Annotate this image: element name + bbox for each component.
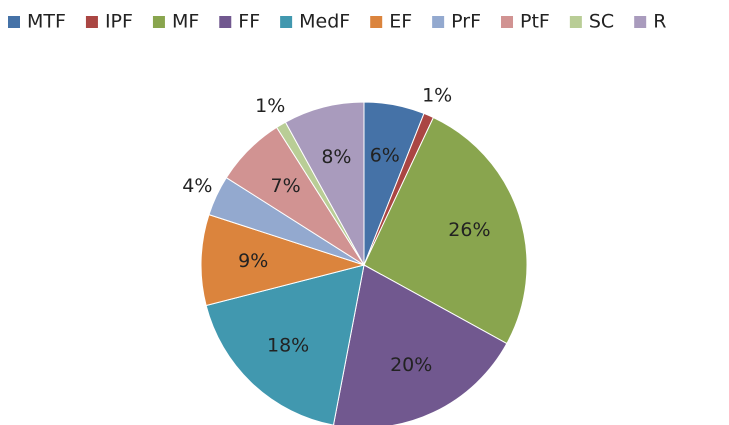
legend-swatch (634, 16, 647, 28)
legend-swatch (152, 16, 165, 28)
legend-label: PrF (451, 11, 481, 33)
data-label: 18% (267, 334, 309, 356)
legend-label: MF (172, 11, 199, 33)
data-label: 20% (390, 354, 432, 376)
pie-slice (284, 101, 365, 266)
data-label: 1% (422, 84, 452, 106)
legend-swatch (8, 16, 20, 28)
pie-slice (200, 213, 366, 307)
legend-swatch (569, 16, 582, 28)
data-label: 26% (448, 219, 490, 241)
data-label: 8% (321, 146, 351, 168)
legend-swatch (280, 16, 293, 28)
legend-swatch (219, 16, 232, 28)
data-label: 6% (370, 145, 400, 167)
legend-label: SC (589, 11, 614, 33)
legend-label: MedF (299, 11, 350, 33)
pie-slice (205, 264, 365, 425)
legend-label: MTF (27, 11, 66, 33)
legend-swatch (432, 16, 445, 28)
legend-swatch (85, 16, 98, 28)
data-label: 9% (238, 250, 268, 272)
pie-slice (332, 264, 508, 425)
legend-label: IPF (105, 11, 133, 33)
legend-swatch (370, 16, 383, 28)
legend-label: R (653, 11, 666, 33)
data-label: 1% (255, 95, 285, 117)
legend-label: FF (238, 11, 260, 33)
data-label: 7% (271, 175, 301, 197)
legend-label: EF (389, 11, 412, 33)
legend-swatch (501, 16, 514, 28)
data-label: 4% (182, 175, 212, 197)
legend-label: PtF (520, 11, 550, 33)
